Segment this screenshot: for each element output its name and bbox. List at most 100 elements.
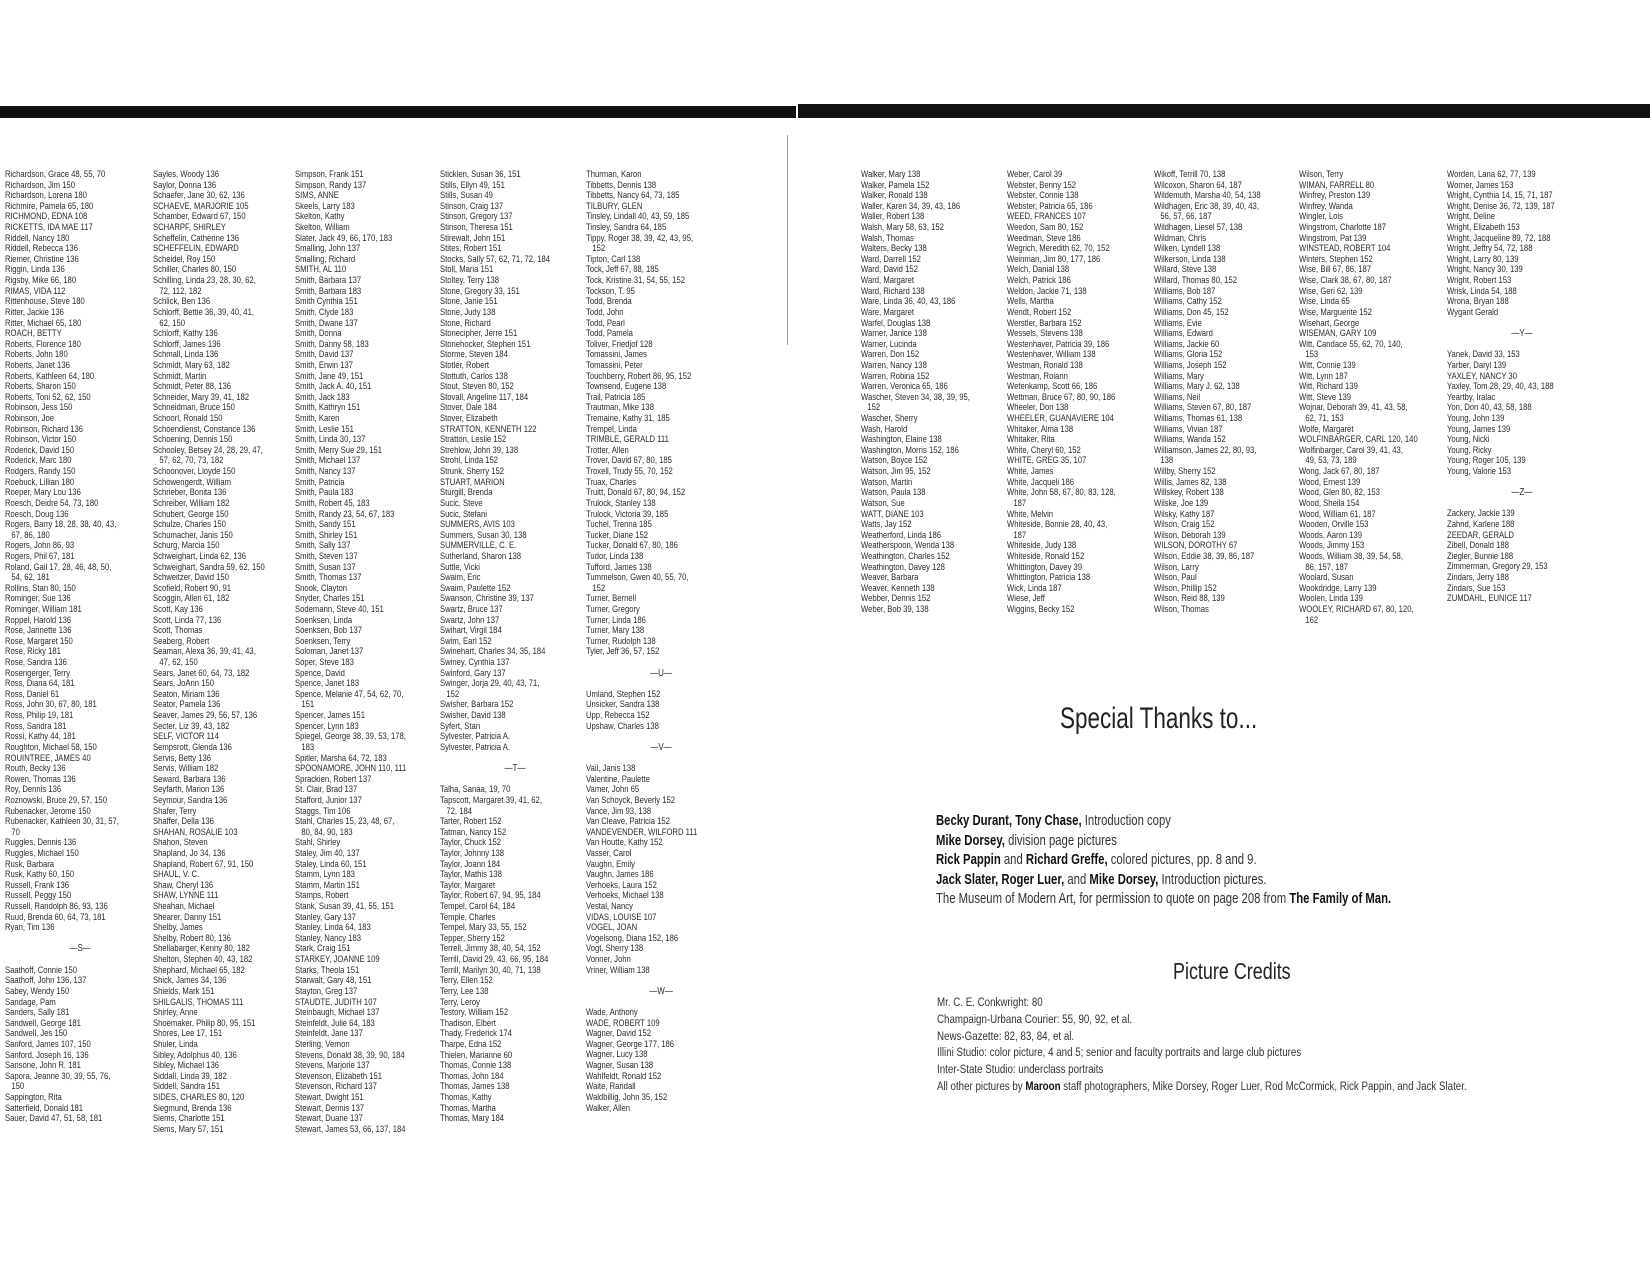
index-entry: Wiese, Jeff bbox=[1007, 593, 1045, 605]
index-entry: STRATTON, KENNETH 122 bbox=[440, 423, 537, 435]
index-entry: Starks, Theola 151 bbox=[295, 964, 360, 976]
index-entry: Williams, Wanda 152 bbox=[1154, 434, 1226, 446]
index-entry: ROUINTREE, JAMES 40 bbox=[5, 752, 91, 764]
index-entry: 187 bbox=[1007, 497, 1027, 509]
index-entry: Witt, Connie 139 bbox=[1299, 359, 1356, 371]
index-entry: Williams, Thomas 61, 138 bbox=[1154, 413, 1243, 425]
index-entry: Sempsrott, Glenda 136 bbox=[153, 741, 232, 753]
index-entry: Terry, Leroy bbox=[440, 996, 480, 1008]
index-entry: Waller, Robert 138 bbox=[861, 211, 925, 223]
index-entry: 62, 150 bbox=[153, 317, 186, 329]
index-entry: Taylor, Mathis 138 bbox=[440, 869, 502, 881]
index-entry: Trulock, Victoria 39, 185 bbox=[586, 508, 669, 520]
index-entry: Secter, Liz 39, 43, 182 bbox=[153, 720, 230, 732]
index-entry: Roesch, Deidre 54, 73, 180 bbox=[5, 497, 99, 509]
index-entry: Smith, Paula 183 bbox=[295, 487, 354, 499]
index-entry: Schlorff, Bettie 36, 39, 40, 41, bbox=[153, 306, 254, 318]
index-entry: Smalling, Richard bbox=[295, 253, 356, 265]
index-entry: Schoonover, Lloyde 150 bbox=[153, 466, 236, 478]
index-entry: Richmire, Pamela 65, 180 bbox=[5, 200, 94, 212]
index-column: Worden, Lana 62, 77, 139 Worner, James 15… bbox=[1447, 169, 1597, 605]
index-entry: Rowen, Thomas 136 bbox=[5, 773, 76, 785]
index-entry: 152 bbox=[861, 402, 881, 414]
index-entry: Wood, Sheila 154 bbox=[1299, 497, 1360, 509]
index-entry: Roderick, David 150 bbox=[5, 444, 75, 456]
index-entry: RICHMOND, EDNA 108 bbox=[5, 211, 88, 223]
index-entry: Shearer, Danny 151 bbox=[153, 911, 222, 923]
index-entry: Schamber, Edward 67, 150 bbox=[153, 211, 246, 223]
index-entry: Watson, Paula 138 bbox=[861, 487, 926, 499]
index-entry: Walters, Becky 138 bbox=[861, 243, 927, 255]
index-entry: Wash, Harold bbox=[861, 423, 908, 435]
thanks-line: The Museum of Modern Art, for permission… bbox=[936, 890, 1391, 910]
index-entry: Tempel, Mary 33, 55, 152 bbox=[440, 922, 527, 934]
index-entry: Whitaker, Alma 138 bbox=[1007, 423, 1074, 435]
index-entry: Wagner, George 177, 186 bbox=[586, 1038, 675, 1050]
credit-name: The Family of Man. bbox=[1289, 891, 1392, 908]
index-entry: 152 bbox=[586, 243, 606, 255]
index-entry: Schreiber, William 182 bbox=[153, 497, 230, 509]
index-entry: Van Cleave, Patricia 152 bbox=[586, 816, 670, 828]
index-entry: Ziegler, Bunnie 188 bbox=[1447, 550, 1514, 562]
credit-name: Richard Greffe, bbox=[1025, 852, 1108, 869]
index-entry: 150 bbox=[5, 1081, 25, 1093]
index-entry: Seaton, Miriam 136 bbox=[153, 688, 220, 700]
index-entry: VANDEVENDER, WILFORD 111 bbox=[586, 826, 698, 838]
index-entry: 72, 112, 182 bbox=[153, 285, 202, 297]
picture-credits-title: Picture Credits bbox=[1173, 958, 1291, 984]
index-entry: Simpson, Randy 137 bbox=[295, 179, 367, 191]
index-entry: Werstler, Barbara 152 bbox=[1007, 317, 1082, 329]
index-entry: RIMAS, VIDA 112 bbox=[5, 285, 66, 297]
index-entry: Soenksen, Linda bbox=[295, 614, 353, 626]
index-column: Wikoff, Terrill 70, 138 Wilcoxon, Sharon … bbox=[1154, 169, 1304, 616]
index-entry: Starwalt, Gary 48, 151 bbox=[295, 975, 372, 987]
index-entry: Waller, Karen 34, 39, 43, 186 bbox=[861, 200, 961, 212]
index-entry: Worner, James 153 bbox=[1447, 179, 1514, 191]
index-entry: 70 bbox=[5, 826, 20, 838]
index-entry: Roberts, Sharon 150 bbox=[5, 381, 76, 393]
index-entry: Stevens, Marjorie 137 bbox=[295, 1060, 370, 1072]
index-entry: Spitler, Marsha 64, 72, 183 bbox=[295, 752, 387, 764]
index-entry: Terrill, David 29, 43, 66, 95, 184 bbox=[440, 954, 549, 966]
letter-heading: —Z— bbox=[1511, 487, 1533, 499]
index-entry: Smith, Erwin 137 bbox=[295, 359, 354, 371]
index-entry: Turner, Rudolph 138 bbox=[586, 635, 656, 647]
index-entry: Willskey, Robert 138 bbox=[1154, 487, 1224, 499]
index-entry: Vogelsong, Diana 152, 186 bbox=[586, 932, 679, 944]
index-entry: Wright, Deline bbox=[1447, 211, 1496, 223]
index-entry: VIDAS, LOUISE 107 bbox=[586, 911, 657, 923]
credit-text: The Museum of Modern Art, for permission… bbox=[936, 891, 1290, 908]
index-entry: Weaver, Kenneth 138 bbox=[861, 582, 935, 594]
index-entry: Skelton, William bbox=[295, 222, 350, 234]
index-entry: Trautman, Mike 138 bbox=[586, 402, 654, 414]
index-entry: Rigsby, Mike 66, 180 bbox=[5, 275, 77, 287]
index-entry: Wright, Denise 36, 72, 139, 187 bbox=[1447, 200, 1555, 212]
index-entry: Smith, Jane 49, 151 bbox=[295, 370, 364, 382]
index-entry: Stirewalt, John 151 bbox=[440, 232, 506, 244]
index-entry: Vonner, John bbox=[586, 954, 631, 966]
index-entry: Schoening, Dennis 150 bbox=[153, 434, 233, 446]
index-entry: Stover, Elizabeth bbox=[440, 413, 498, 425]
index-entry: Williams, Don 45, 152 bbox=[1154, 306, 1229, 318]
index-entry: Troxell, Trudy 55, 70, 152 bbox=[586, 466, 673, 478]
credit-name: Rick Pappin bbox=[936, 852, 1001, 869]
index-entry: Wood, Glen 80, 82, 153 bbox=[1299, 487, 1380, 499]
index-entry: Ross, Sandra 181 bbox=[5, 720, 67, 732]
index-entry: Wahlfeldt, Ronald 152 bbox=[586, 1070, 662, 1082]
index-entry: Wisehart, George bbox=[1299, 317, 1360, 329]
index-entry: Yanek, David 33, 153 bbox=[1447, 349, 1520, 361]
index-entry: SCHEFFELIN, EDWARD bbox=[153, 243, 239, 255]
index-entry: Sears, Janet 60, 64, 73, 182 bbox=[153, 667, 250, 679]
index-entry: Snook, Clayton bbox=[295, 582, 348, 594]
index-entry: Tibbetts, Nancy 64, 73, 185 bbox=[586, 190, 680, 202]
index-entry: Wilson, Reid 88, 139 bbox=[1154, 593, 1225, 605]
index-entry: Wookdridge, Larry 139 bbox=[1299, 582, 1377, 594]
index-entry: SPOONAMORE, JOHN 110, 111 bbox=[295, 763, 407, 775]
index-entry: Turner, Bernell bbox=[586, 593, 637, 605]
index-entry: Schneidman, Bruce 150 bbox=[153, 402, 235, 414]
index-entry: SMITH, AL 110 bbox=[295, 264, 347, 276]
index-entry: Watson, Martin bbox=[861, 476, 913, 488]
index-entry: Sabey, Wendy 150 bbox=[5, 985, 70, 997]
index-entry: Stanley, Gary 137 bbox=[295, 911, 356, 923]
index-entry: WHEELER, GUANAVIERE 104 bbox=[1007, 413, 1114, 425]
